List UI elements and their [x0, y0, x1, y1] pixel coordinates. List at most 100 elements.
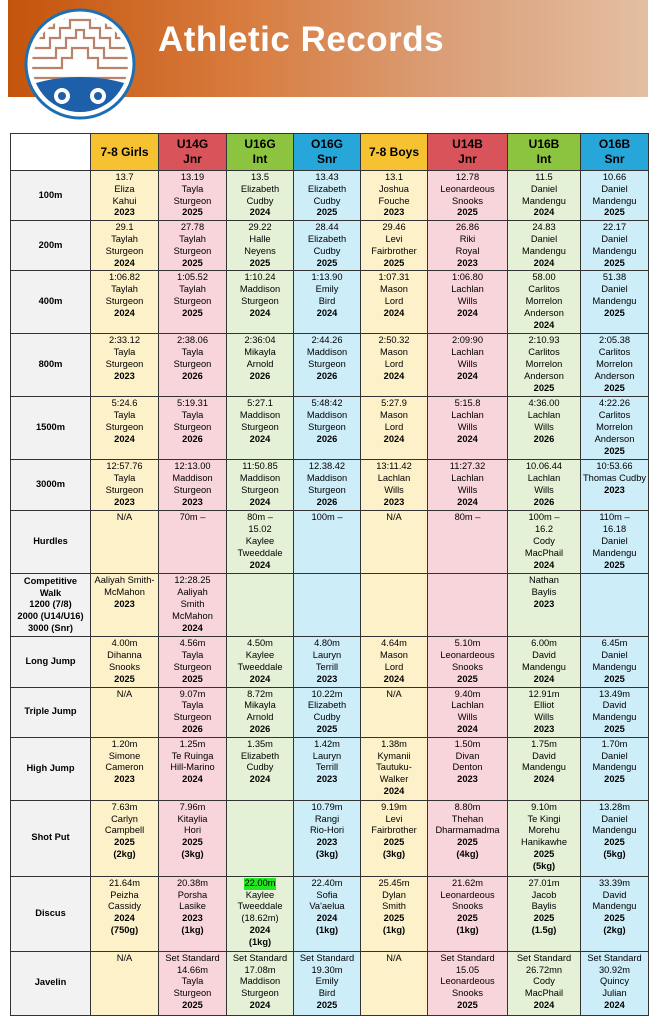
column-header: O16G Snr — [293, 133, 361, 171]
cell-line: 5:15.8 — [454, 398, 481, 409]
cell-line: 11:50.85 — [242, 461, 278, 472]
cell-line: Baylis — [531, 587, 557, 598]
cell-line: Mandengu — [592, 901, 637, 912]
cell-line: Mandengu — [592, 712, 637, 723]
cell-line: 6.45m — [601, 638, 628, 649]
cell-line: Mason — [380, 410, 408, 421]
cell-line: Kaylee — [245, 889, 275, 900]
cell-line: Levi — [385, 813, 403, 824]
cell-line: Elizabeth — [307, 183, 347, 194]
record-cell: 1:06.80 Lachlan Wills 2024 — [427, 270, 508, 335]
cell-line: 1.70m — [601, 738, 628, 749]
record-cell: 2:09:90 Lachlan Wills 2024 — [427, 333, 508, 398]
cell-line: Walker — [379, 774, 409, 785]
cell-line: 5:27.9 — [381, 398, 407, 409]
record-row: 200m 29.1 Taylah Sturgeon 2024 27.78 Taylah Stu… — [10, 220, 649, 272]
event-name: 1500m — [10, 396, 91, 461]
cell-line: Snooks — [108, 661, 140, 672]
cell-line: 2025 — [182, 257, 203, 268]
cell-line: Levi — [385, 233, 403, 244]
cell-line: Quincy — [600, 976, 629, 987]
cell-line: Carlitos — [528, 284, 560, 295]
cell-line: 2:10.93 — [528, 335, 560, 346]
record-cell: 4.50m Kaylee Tweeddale 2024 — [226, 636, 294, 688]
cell-line: Wills — [534, 421, 554, 432]
cell-line: Arnold — [246, 712, 274, 723]
cell-line: 2025 — [316, 999, 338, 1010]
cell-line: 2025 — [182, 837, 203, 848]
cell-line: 2025 — [604, 673, 625, 684]
record-cell: Aaliyah Smith- McMahon 2023 — [90, 573, 159, 638]
cell-line: Tayla — [181, 347, 204, 358]
cell-line: 2024 — [533, 207, 555, 218]
cell-line: 10.22m — [311, 688, 343, 699]
cell-line: Cassidy — [107, 901, 142, 912]
cell-line: 4.56m — [179, 638, 206, 649]
cell-line: Daniel — [530, 233, 558, 244]
record-cell: 5:27.9 Mason Lord 2024 — [360, 396, 428, 461]
cell-line: Campbell — [104, 825, 145, 836]
record-cell: 10.66 Daniel Mandengu 2025 — [580, 169, 649, 222]
cell-line: 2023 — [383, 207, 405, 218]
record-cell: 10:53.66 Thomas Cudby 2023 — [580, 459, 649, 512]
cell-line: 2025 — [604, 307, 625, 318]
cell-line: Mandengu — [522, 762, 566, 773]
record-cell: 22.17 Daniel Mandengu 2025 — [580, 220, 649, 272]
cell-line: Mason — [380, 284, 408, 295]
cell-line: 11:27.32 — [449, 461, 486, 472]
record-cell: 2:33.12 Tayla Sturgeon 2023 — [90, 333, 159, 398]
cell-line: 58.00 — [532, 272, 556, 283]
cell-line: U16G — [244, 137, 276, 151]
cell-line: 5:27.1 — [247, 398, 273, 409]
cell-line: 80m – — [247, 512, 273, 523]
cell-line: 2026 — [316, 496, 338, 507]
cell-line: 2:09:90 — [451, 335, 484, 346]
cell-line: Walk — [39, 587, 62, 598]
record-cell: 27.01m Jacob Baylis 2025 (1.5g) — [507, 875, 581, 952]
cell-line: Wills — [457, 421, 478, 432]
header-row: 7-8 Girls U14G Jnr U16G Int O16G Snr 7-8 Boys U1… — [10, 133, 649, 171]
cell-line: (1.5g) — [531, 924, 557, 935]
cell-line: 2025 — [604, 723, 625, 734]
record-cell: N/A — [360, 510, 428, 575]
cell-line: Neyens — [244, 245, 276, 256]
cell-line: 2023 — [316, 774, 338, 785]
cell-line: 2025 — [316, 257, 338, 268]
record-cell: 13.28m Daniel Mandengu 2025 (5kg) — [580, 799, 649, 877]
cell-line: Bird — [318, 295, 336, 306]
cell-line: Dylan — [382, 889, 406, 900]
cell-line: 2023 — [114, 774, 135, 785]
cell-line: 2023 — [316, 837, 338, 848]
cell-line: Maddison — [172, 473, 213, 484]
record-cell: 1.38m Kymanii Tautuku- Walker 2024 — [360, 736, 428, 801]
cell-line: Carlyn — [111, 813, 138, 824]
record-cell: 12.91m Elliot Wills 2023 — [507, 686, 581, 738]
cell-line: 2025 — [457, 837, 478, 848]
cell-line: 8.72m — [247, 688, 273, 699]
cell-line: Anderson — [524, 307, 564, 318]
cell-line: 2024 — [249, 999, 271, 1010]
record-cell: Set Standard 19.30m Emily Bird 2025 — [293, 950, 361, 1016]
corner-cell — [10, 133, 91, 171]
cell-line: 400m — [38, 296, 63, 307]
cell-line: Smith — [180, 598, 205, 609]
cell-line: Sturgeon — [308, 484, 346, 495]
record-cell: 12.78 Leonardeous Snooks 2025 — [427, 169, 508, 222]
cell-line: David — [602, 889, 627, 900]
cell-line: David — [532, 750, 556, 761]
cell-line: 16.2 — [534, 524, 554, 535]
record-cell: 29.46 Levi Fairbrother 2025 — [360, 220, 428, 272]
cell-line: Daniel — [601, 183, 628, 194]
record-cell: 100m – — [293, 510, 361, 575]
cell-line: 51.38 — [602, 272, 627, 283]
cell-line: Mandengu — [592, 762, 637, 773]
cell-line: Tayla — [113, 410, 136, 421]
cell-line: 2023 — [533, 598, 555, 609]
cell-line: 2024 — [383, 433, 405, 444]
cell-line: Cudby — [313, 195, 341, 206]
cell-line: 13.1 — [384, 172, 404, 182]
cell-line: (5kg) — [532, 860, 556, 871]
cell-line: Carlitos — [528, 347, 560, 358]
cell-line: 2023 — [457, 257, 478, 268]
